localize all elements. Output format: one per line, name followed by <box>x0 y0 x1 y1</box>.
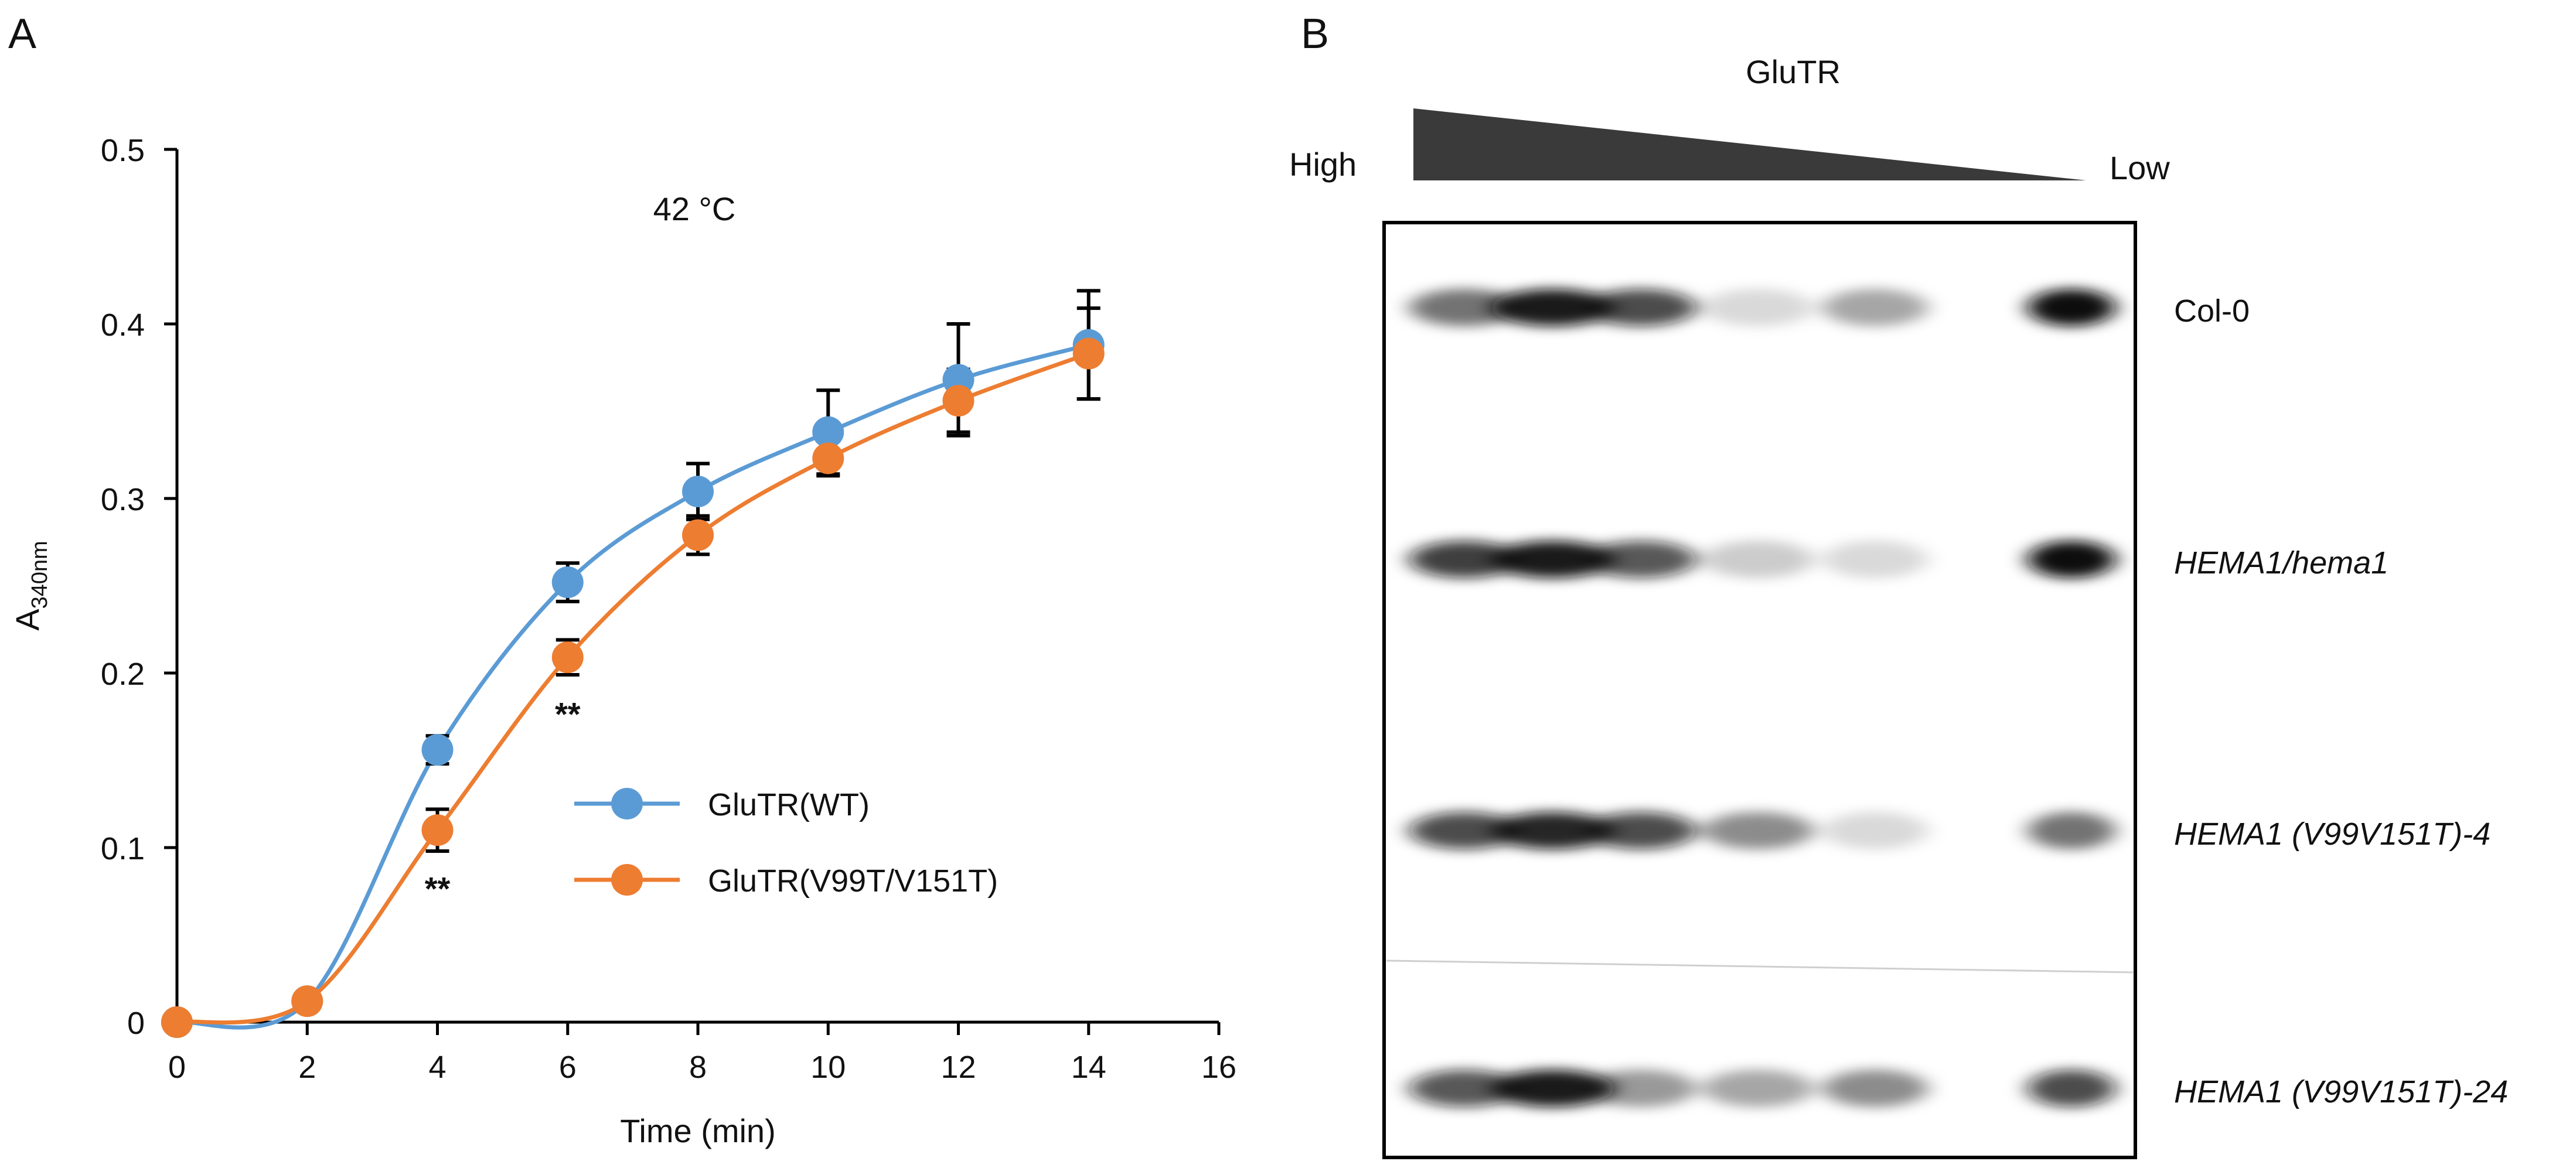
y-tick-label: 0.5 <box>101 133 145 168</box>
gel-band <box>1409 541 1521 578</box>
data-point-2 <box>421 814 454 846</box>
data-point-2 <box>551 641 584 674</box>
data-point-2 <box>942 385 974 417</box>
significance-marker: ** <box>555 695 581 732</box>
series-line-1 <box>176 343 1089 1030</box>
gel-blot: Col-0 HEMA1/hema1 HEMA1 (V99V151T)-4 HEMA1 … <box>1386 289 2508 1109</box>
band-row <box>1409 1070 2115 1107</box>
y-tick-label: 0.1 <box>101 831 145 866</box>
panel-b-label: B <box>1301 11 1329 57</box>
gel-band <box>1585 541 1696 578</box>
panel-a-label: A <box>8 11 36 57</box>
x-tick-label: 12 <box>941 1050 976 1085</box>
gel-band <box>1585 812 1696 849</box>
legend-marker <box>611 864 643 896</box>
data-point-2 <box>291 985 323 1017</box>
gel-band <box>1702 812 1814 849</box>
band-row <box>1409 812 2115 849</box>
gel-band <box>1491 289 1614 326</box>
data-point-1 <box>682 476 714 508</box>
gradient-high-label: High <box>1289 146 1357 183</box>
gel-band <box>1491 541 1614 578</box>
data-point-2 <box>682 519 714 551</box>
gel-frame <box>1382 221 2137 1159</box>
gel-band <box>1585 1070 1696 1107</box>
gel-row-label: HEMA1 (V99V151T)-24 <box>2174 1074 2508 1109</box>
gel-band <box>2028 541 2115 578</box>
x-tick-label: 8 <box>689 1050 707 1085</box>
gel-band <box>1702 541 1814 578</box>
gradient-title: GluTR <box>1746 53 1841 90</box>
data-point-2 <box>812 442 844 474</box>
gel-band <box>1822 1070 1928 1107</box>
data-point-1 <box>421 734 454 766</box>
x-tick-label: 10 <box>810 1050 846 1085</box>
gel-band <box>1822 541 1928 578</box>
gel-band <box>1491 1070 1614 1107</box>
gel-band <box>1822 289 1928 326</box>
gel-row-label: HEMA1 (V99V151T)-4 <box>2174 817 2490 852</box>
legend-marker <box>611 788 643 819</box>
chart-title: 42 °C <box>653 190 736 227</box>
y-axis-label: A340nm <box>9 541 52 631</box>
gel-band <box>2028 812 2115 849</box>
significance-marker: ** <box>425 870 451 907</box>
gel-band <box>2028 289 2115 326</box>
x-axis-label: Time (min) <box>620 1112 775 1149</box>
band-row <box>1409 541 2115 578</box>
legend-label: GluTR(WT) <box>708 787 870 822</box>
legend-label: GluTR(V99T/V151T) <box>708 863 998 899</box>
membrane-seam <box>1386 959 2134 974</box>
y-tick-label: 0.2 <box>101 657 145 692</box>
gel-row-label: Col-0 <box>2174 293 2250 329</box>
x-tick-label: 16 <box>1201 1050 1236 1085</box>
gel-band <box>1702 289 1814 326</box>
band-row <box>1409 289 2115 326</box>
gel-band <box>1822 812 1928 849</box>
data-point-2 <box>1072 337 1105 370</box>
gel-band <box>1409 289 1521 326</box>
gradient-low-label: Low <box>2110 149 2170 186</box>
x-tick-label: 4 <box>428 1050 446 1085</box>
x-tick-label: 2 <box>298 1050 316 1085</box>
gluTR-gradient: GluTR High Low <box>1289 53 2170 186</box>
x-tick-label: 14 <box>1071 1050 1106 1085</box>
data-point-1 <box>812 416 844 448</box>
series-line-2 <box>176 351 1089 1025</box>
data-point-1 <box>551 566 584 599</box>
line-chart: 0 0.1 0.2 0.3 0.4 0.5 0 2 4 6 8 10 12 14 16 Time (min) A… <box>9 133 1236 1149</box>
gradient-wedge <box>1413 108 2086 180</box>
gel-band <box>1409 1070 1521 1107</box>
gel-band <box>1702 1070 1814 1107</box>
x-tick-label: 6 <box>559 1050 577 1085</box>
data-point-2 <box>161 1006 193 1038</box>
gel-row-label: HEMA1/hema1 <box>2174 545 2388 580</box>
y-tick-label: 0.4 <box>101 308 145 343</box>
y-tick-label: 0.3 <box>101 482 145 517</box>
gel-band <box>1409 812 1521 849</box>
gel-band <box>2028 1070 2115 1107</box>
gel-band <box>1491 812 1614 849</box>
y-tick-label: 0 <box>127 1006 145 1041</box>
x-tick-label: 0 <box>168 1050 186 1085</box>
gel-band <box>1585 289 1696 326</box>
